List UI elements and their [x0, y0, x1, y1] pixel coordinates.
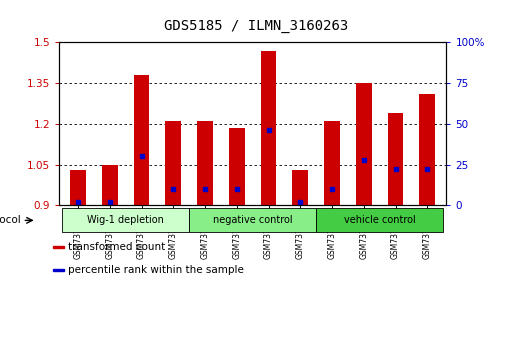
Bar: [261, 51, 277, 205]
Text: transformed count: transformed count: [68, 242, 165, 252]
Text: negative control: negative control: [213, 215, 292, 225]
Bar: [165, 121, 181, 205]
Bar: [356, 83, 372, 205]
Bar: [229, 128, 245, 205]
Text: Wig-1 depletion: Wig-1 depletion: [87, 215, 164, 225]
FancyBboxPatch shape: [62, 209, 189, 232]
Text: percentile rank within the sample: percentile rank within the sample: [68, 265, 244, 275]
Bar: [419, 94, 435, 205]
Bar: [292, 170, 308, 205]
Bar: [53, 246, 64, 248]
FancyBboxPatch shape: [189, 209, 316, 232]
Bar: [70, 170, 86, 205]
Bar: [133, 75, 149, 205]
Text: vehicle control: vehicle control: [344, 215, 416, 225]
Bar: [197, 121, 213, 205]
Bar: [324, 121, 340, 205]
Bar: [102, 165, 117, 205]
Text: protocol: protocol: [0, 215, 21, 225]
Bar: [53, 269, 64, 271]
FancyBboxPatch shape: [316, 209, 443, 232]
Bar: [388, 113, 403, 205]
Text: GDS5185 / ILMN_3160263: GDS5185 / ILMN_3160263: [164, 19, 349, 34]
